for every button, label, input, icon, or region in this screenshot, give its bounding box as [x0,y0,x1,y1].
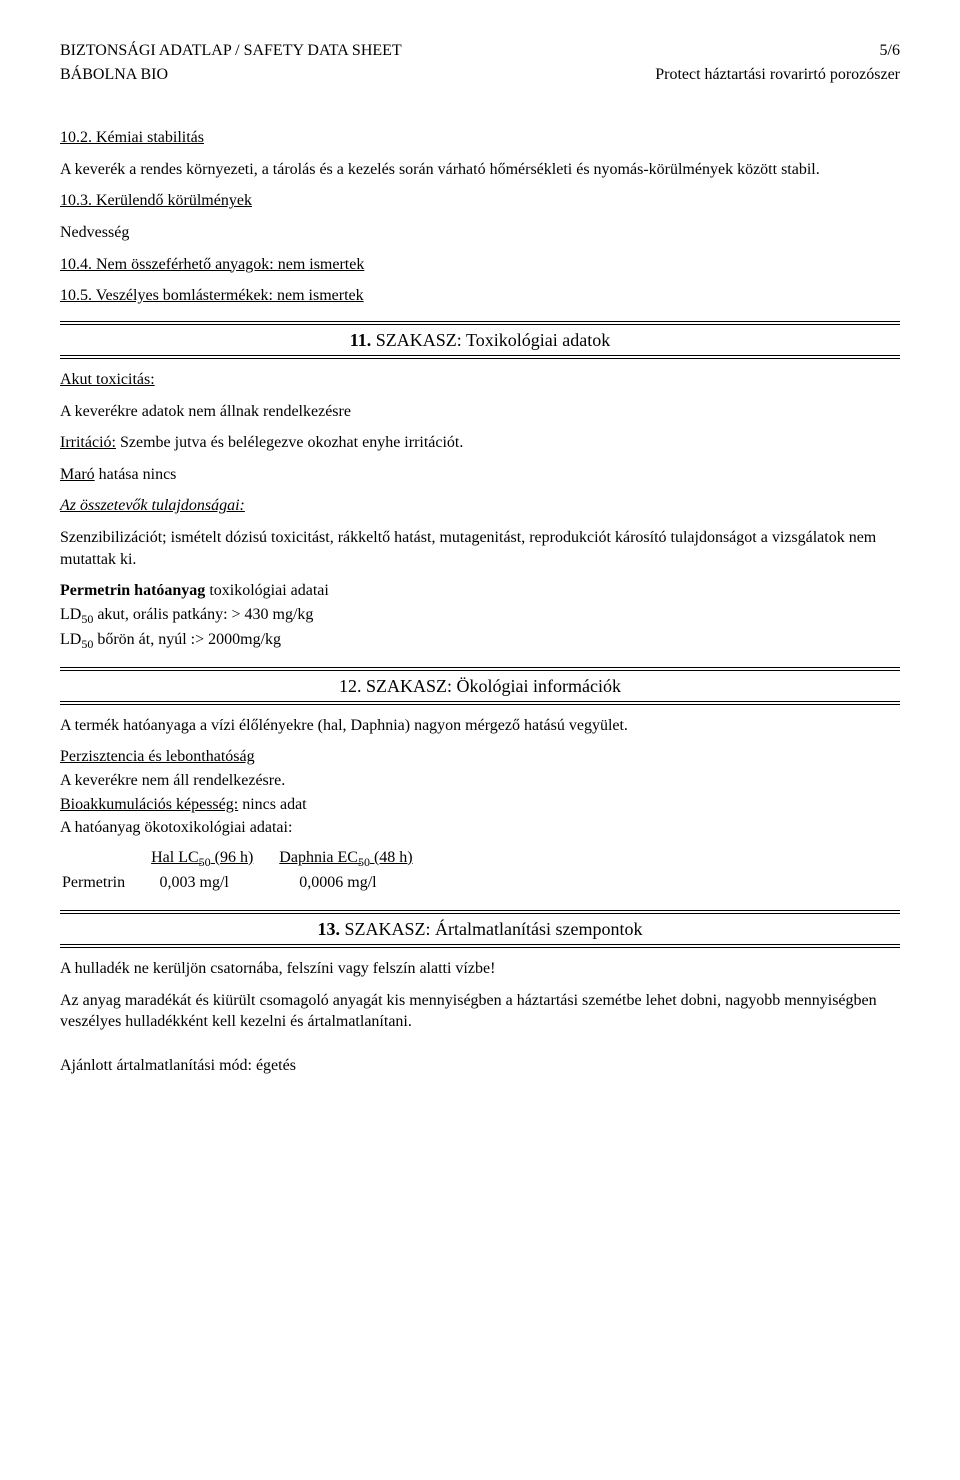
product-name: Protect háztartási rovarirtó porozószer [655,64,900,86]
s10-2-title: 10.2. Kémiai stabilitás [60,127,900,149]
doc-title: BIZTONSÁGI ADATLAP / SAFETY DATA SHEET [60,40,402,62]
permetrin-title-bold: Permetrin hatóanyag [60,582,205,599]
persistence-title: Perzisztencia és lebonthatóság [60,746,900,768]
permetrin-title-line: Permetrin hatóanyag toxikológiai adatai [60,580,900,602]
components-title: Az összetevők tulajdonságai: [60,495,900,517]
s10-2-text: A keverék a rendes környezeti, a tárolás… [60,159,900,181]
ld2-sub: 50 [81,637,93,651]
akut-tox-text: A keverékre adatok nem állnak rendelkezé… [60,401,900,423]
eco-data-title: A hatóanyag ökotoxikológiai adatai: [60,817,900,839]
maro-text: hatása nincs [95,466,177,483]
section-11-text: SZAKASZ: Toxikológiai adatok [371,330,610,350]
bioacc-label: Bioakkumulációs képesség: [60,796,238,813]
section-11-heading: 11. SZAKASZ: Toxikológiai adatok [60,321,900,359]
s13-p2: Az anyag maradékát és kiürült csomagoló … [60,990,900,1033]
page-header-row-2: BÁBOLNA BIO Protect háztartási rovarirtó… [60,64,900,86]
s10-4-title: 10.4. Nem összeférhető anyagok: nem isme… [60,254,900,276]
maro-label: Maró [60,466,95,483]
ld1-post: akut, orális patkány: > 430 mg/kg [93,606,313,623]
irritation-label: Irritáció: [60,434,116,451]
bioacc-text: nincs adat [238,796,306,813]
eco-row-name: Permetrin [62,872,149,894]
section-13-heading: 13. SZAKASZ: Ártalmatlanítási szempontok [60,910,900,948]
page-number: 5/6 [880,40,900,62]
page-header-row-1: BIZTONSÁGI ADATLAP / SAFETY DATA SHEET 5… [60,40,900,62]
irritation-text: Szembe jutva és belélegezve okozhat enyh… [116,434,463,451]
permetrin-title-rest: toxikológiai adatai [205,582,329,599]
eco-table-row: Permetrin 0,003 mg/l 0,0006 mg/l [62,872,437,894]
ld1-pre: LD [60,606,81,623]
maro-line: Maró hatása nincs [60,464,900,486]
s13-p3: Ajánlott ártalmatlanítási mód: égetés [60,1055,900,1077]
persistence-text: A keverékre nem áll rendelkezésre. [60,770,900,792]
section-13-num: 13. [318,919,341,939]
section-11-num: 11. [350,330,372,350]
eco-data-table: Hal LC50 (96 h) Daphnia EC50 (48 h) Perm… [60,845,439,896]
ld2-post: bőrön át, nyúl :> 2000mg/kg [93,631,281,648]
eco-row-daphnia-val: 0,0006 mg/l [279,872,436,894]
section-13-text: SZAKASZ: Ártalmatlanítási szempontok [340,919,642,939]
s12-p1: A termék hatóanyaga a vízi élőlényekre (… [60,715,900,737]
components-text: Szenzibilizációt; ismételt dózisú toxici… [60,527,900,570]
akut-tox-label: Akut toxicitás: [60,369,900,391]
section-12-heading: 12. SZAKASZ: Ökológiai információk [60,667,900,705]
company-name: BÁBOLNA BIO [60,64,168,86]
eco-table-header-row: Hal LC50 (96 h) Daphnia EC50 (48 h) [62,847,437,870]
s10-5-title: 10.5. Veszélyes bomlástermékek: nem isme… [60,285,900,307]
s13-p1: A hulladék ne kerüljön csatornába, felsz… [60,958,900,980]
ld1-sub: 50 [81,612,93,626]
ld50-line-1: LD50 akut, orális patkány: > 430 mg/kg [60,604,900,627]
ld50-line-2: LD50 bőrön át, nyúl :> 2000mg/kg [60,629,900,652]
s10-3-title: 10.3. Kerülendő körülmények [60,190,900,212]
eco-col-fish: Hal LC50 (96 h) [151,847,277,870]
eco-row-fish-val: 0,003 mg/l [151,872,277,894]
s10-3-text: Nedvesség [60,222,900,244]
eco-col-daphnia: Daphnia EC50 (48 h) [279,847,436,870]
bioacc-line: Bioakkumulációs képesség: nincs adat [60,794,900,816]
irritation-line: Irritáció: Szembe jutva és belélegezve o… [60,432,900,454]
ld2-pre: LD [60,631,81,648]
